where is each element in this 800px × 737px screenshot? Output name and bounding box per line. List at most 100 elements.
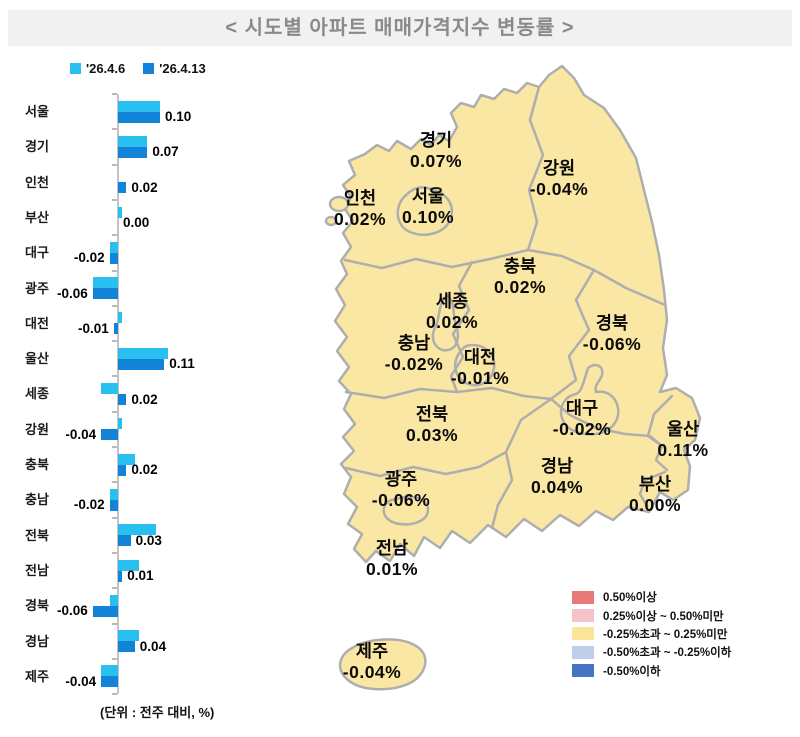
axis-tick	[112, 340, 117, 343]
map-region-name: 광주	[384, 469, 418, 489]
map-region-label: 제주 -0.04%	[307, 641, 437, 683]
bar-previous-week	[118, 312, 123, 324]
bar-value-label: -0.06	[57, 603, 88, 619]
border-seoul-enclave	[396, 186, 453, 236]
axis-tick	[112, 198, 117, 201]
bar-value-label: 0.01	[127, 568, 154, 584]
page-title: < 시도별 아파트 매매가격지수 변동률 >	[225, 17, 575, 39]
map-legend-swatch	[572, 664, 594, 678]
border-daejeon-enclave	[454, 343, 496, 387]
bar-previous-week	[101, 665, 118, 677]
axis-tick	[112, 234, 117, 237]
bar-current-week	[118, 535, 131, 547]
map-region-label: 부산 0.00%	[590, 474, 720, 516]
map-region-name: 경기	[419, 130, 453, 150]
bar-value-label: -0.02	[73, 250, 105, 266]
bar-current-week	[113, 323, 118, 335]
bar-value-label: -0.02	[73, 497, 105, 513]
bar-previous-week	[118, 559, 139, 571]
bar-previous-week	[101, 383, 118, 395]
unit-footnote: (단위 : 전주 대비, %)	[100, 705, 215, 720]
korea-map	[324, 64, 702, 691]
bar-previous-week	[118, 100, 160, 112]
bar-previous-week	[118, 135, 148, 147]
map-legend-label: 0.50%이상	[603, 592, 657, 605]
map-legend-label: -0.50%초과 ~ -0.25%이하	[603, 647, 732, 660]
map-region-value: -0.04%	[529, 179, 589, 199]
bar-current-week	[118, 464, 127, 476]
map-legend-row: -0.50%초과 ~ -0.25%이하	[572, 643, 731, 661]
map-region-name: 전북	[415, 404, 449, 424]
map-region-label: 세종 0.02%	[387, 291, 517, 333]
bar-previous-week	[118, 453, 135, 465]
bar-current-week	[118, 641, 135, 653]
border-jeonbuk-south	[344, 397, 553, 478]
map-region-name: 인천	[343, 188, 377, 208]
bar-value-label: 0.10	[165, 109, 192, 125]
bar-previous-week	[92, 277, 118, 289]
map-region-value: -0.06%	[371, 490, 431, 510]
map-region-value: 0.04%	[530, 477, 584, 497]
map-region-value: 0.02%	[425, 312, 479, 332]
bar-value-label: -0.04	[65, 673, 97, 689]
chart-legend: '26.4.6 '26.4.13	[70, 61, 206, 76]
map-region-label: 경북 -0.06%	[547, 313, 677, 355]
bar-category-label: 서울	[25, 104, 49, 119]
bar-previous-week	[118, 347, 169, 359]
bar-current-week	[109, 252, 118, 264]
bar-previous-week	[109, 241, 118, 253]
map-legend-swatch	[572, 627, 594, 641]
border-daegu-enclave	[559, 363, 620, 436]
bar-current-week	[101, 676, 118, 688]
border-sejong-enclave	[431, 293, 460, 352]
map-region-value: 0.02%	[333, 209, 387, 229]
bar-previous-week	[118, 418, 123, 430]
map-region-label: 인천 0.02%	[295, 188, 425, 230]
bar-value-label: 0.04	[139, 638, 167, 654]
axis-tick	[112, 163, 117, 166]
map-region-label: 경기 0.07%	[371, 130, 501, 172]
map-region-name: 경남	[540, 456, 574, 476]
bar-category-label: 제주	[25, 668, 49, 684]
bar-category-label: 광주	[25, 280, 49, 296]
bar-previous-week	[118, 630, 139, 642]
border-gyeonggi-south	[343, 248, 530, 270]
axis-tick	[112, 446, 117, 448]
axis-tick	[112, 375, 117, 378]
bar-current-week	[118, 570, 123, 582]
map-region-label: 전북 0.03%	[367, 404, 497, 446]
axis-tick	[112, 481, 117, 484]
bar-previous-week	[118, 524, 156, 536]
bar-current-week	[118, 358, 165, 370]
bar-category-label: 충북	[25, 457, 49, 472]
legend-swatch-current	[143, 63, 155, 74]
map-region-name: 충남	[397, 333, 431, 353]
map-legend-label: -0.50%이하	[603, 665, 661, 678]
map-region-name: 전남	[375, 538, 409, 558]
bar-value-label: 0.11	[169, 356, 195, 372]
map-legend-label: -0.25%초과 ~ 0.25%미만	[603, 628, 728, 641]
axis-tick	[112, 587, 117, 590]
map-region-value: 0.00%	[628, 495, 682, 515]
map-region-label: 충북 0.02%	[455, 256, 585, 298]
bar-category-label: 대구	[25, 245, 49, 261]
bar-category-label: 전남	[25, 562, 49, 578]
chart-legend-item: '26.4.13	[143, 61, 206, 76]
map-region-value: -0.02%	[384, 354, 444, 374]
title-bar: < 시도별 아파트 매매가격지수 변동률 >	[8, 10, 792, 46]
legend-label: '26.4.6	[86, 61, 126, 76]
legend-label: '26.4.13	[159, 61, 206, 76]
map-region-value: 0.01%	[365, 559, 419, 579]
bar-category-label: 경북	[25, 598, 49, 614]
map-legend-swatch	[572, 590, 594, 604]
incheon-island-small-shape	[324, 215, 338, 227]
bar-category-label: 전북	[25, 527, 49, 543]
map-legend-row: -0.25%초과 ~ 0.25%미만	[572, 625, 731, 643]
bar-category-label: 울산	[25, 351, 49, 367]
map-region-label: 광주 -0.06%	[336, 469, 466, 511]
bar-value-label: 0.03	[135, 532, 162, 548]
axis-tick	[112, 93, 117, 95]
bar-value-label: -0.04	[65, 426, 97, 442]
border-busan	[638, 470, 667, 508]
border-jeonnam-gyeongnam	[490, 450, 514, 530]
